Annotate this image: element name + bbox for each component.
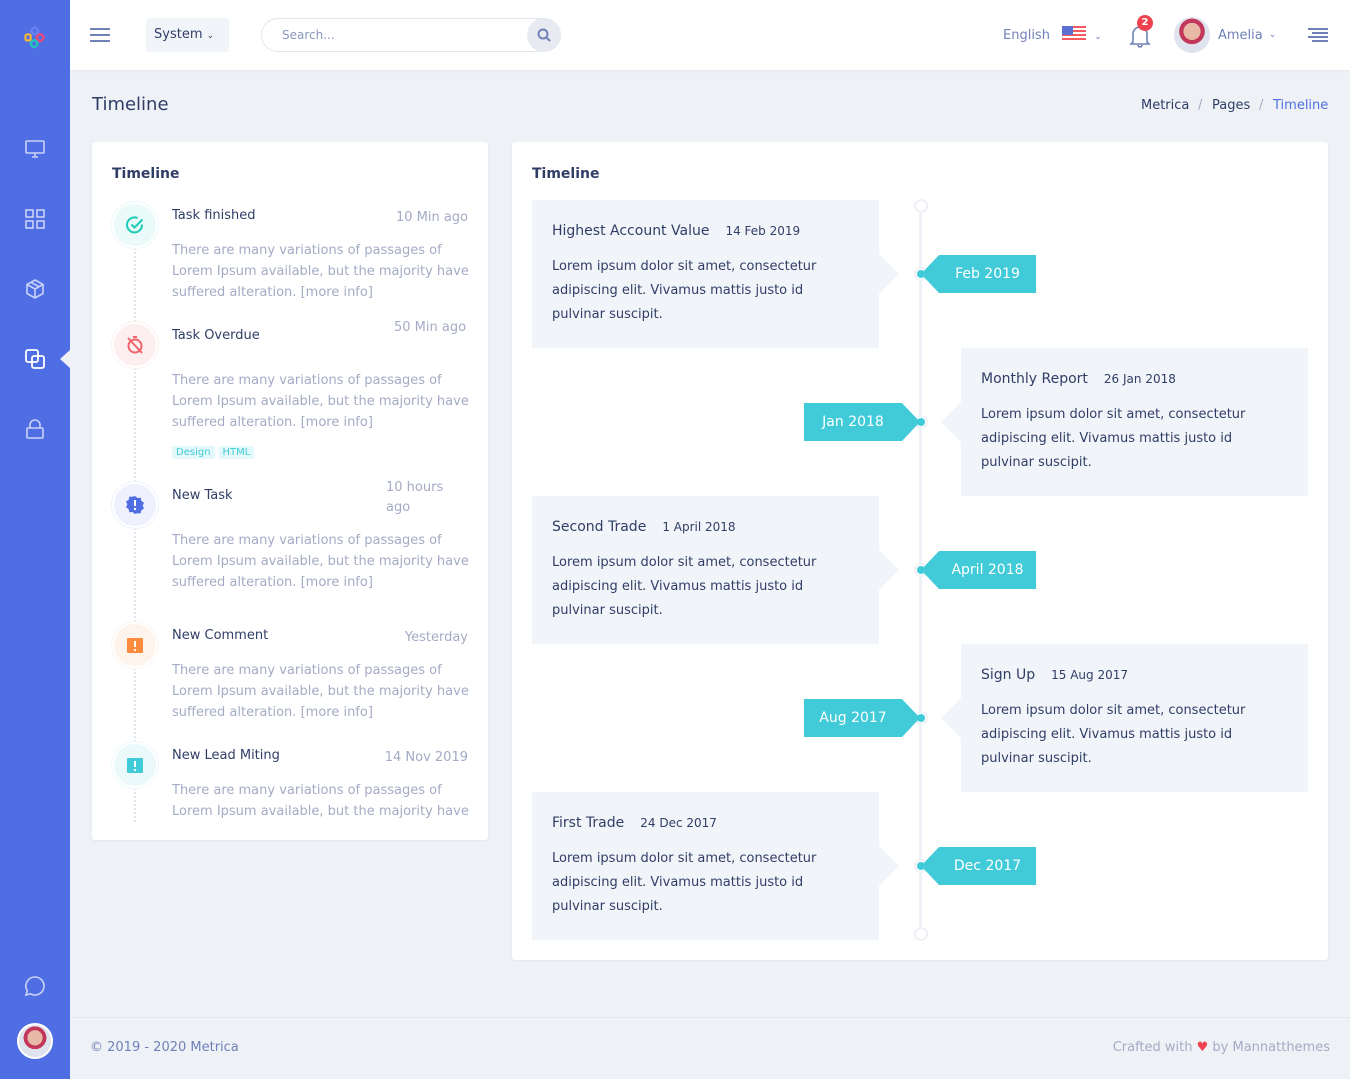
timeline-end-dot xyxy=(914,927,928,941)
timeline-date-badge: Aug 2017 xyxy=(804,699,920,737)
timeline-entry: Sign Up 15 Aug 2017 Lorem ipsum dolor sit… xyxy=(941,644,1308,792)
clipboard-alert-icon xyxy=(112,622,158,668)
timeline-entry: Second Trade 1 April 2018 Lorem ipsum dol… xyxy=(532,496,899,644)
tag-html[interactable]: HTML xyxy=(218,446,255,459)
timeline-entry-title: Sign Up xyxy=(981,667,1036,683)
activity-title: New Task xyxy=(172,488,233,503)
lock-icon[interactable] xyxy=(22,416,48,442)
tag-design[interactable]: Design xyxy=(172,446,215,459)
timeline-entry-text: Lorem ipsum dolor sit amet, consectetur … xyxy=(981,703,1246,766)
notification-badge: 2 xyxy=(1137,15,1153,31)
chat-icon[interactable] xyxy=(22,973,48,999)
metrica-logo-icon[interactable] xyxy=(22,24,48,50)
right-menu-icon[interactable] xyxy=(1308,28,1328,47)
active-indicator xyxy=(60,350,70,368)
package-icon[interactable] xyxy=(22,276,48,302)
activity-text: There are many variations of passages of… xyxy=(172,533,469,590)
author-link[interactable]: by Mannatthemes xyxy=(1212,1040,1330,1055)
breadcrumb-pages[interactable]: Pages xyxy=(1212,98,1251,113)
timeline-date-badge: Jan 2018 xyxy=(804,403,920,441)
search-icon xyxy=(537,28,551,42)
activity-text: There are many variations of passages of… xyxy=(172,663,469,720)
activity-title: New Comment xyxy=(172,628,269,643)
timeline-entry-text: Lorem ipsum dolor sit amet, consectetur … xyxy=(552,555,817,618)
timeline-entry-date: 24 Dec 2017 xyxy=(640,816,717,830)
timer-off-icon xyxy=(112,322,158,368)
crafted-text: Crafted with xyxy=(1112,1040,1193,1055)
notifications-button[interactable]: 2 xyxy=(1129,15,1153,52)
grid-icon[interactable] xyxy=(22,206,48,232)
timeline-entry-date: 26 Jan 2018 xyxy=(1103,372,1176,386)
language-label: English xyxy=(1003,28,1050,43)
search-button[interactable] xyxy=(527,18,561,52)
timeline-entry: Highest Account Value 14 Feb 2019 Lorem i… xyxy=(532,200,899,348)
timeline-entry-date: 15 Aug 2017 xyxy=(1051,668,1128,682)
heart-icon: ♥ xyxy=(1196,1040,1209,1055)
clipboard-alert-icon xyxy=(112,742,158,788)
user-avatar xyxy=(1174,17,1210,53)
timeline-entry-title: First Trade xyxy=(552,815,625,831)
breadcrumb-current: Timeline xyxy=(1273,98,1329,113)
sidebar xyxy=(0,0,70,1079)
timeline-entry-date: 1 April 2018 xyxy=(662,520,736,534)
timeline-entry: Monthly Report 26 Jan 2018 Lorem ipsum do… xyxy=(941,348,1308,496)
more-info-link[interactable]: [more info] xyxy=(300,285,373,300)
activity-time: 50 Min ago xyxy=(394,320,467,335)
copy-icon[interactable] xyxy=(22,346,48,372)
timeline-entry-title: Second Trade xyxy=(552,519,647,535)
copyright: © 2019 - 2020 Metrica xyxy=(90,1040,239,1055)
user-menu[interactable]: Amelia ⌄ xyxy=(1174,17,1276,53)
breadcrumb-separator: / xyxy=(1198,98,1203,113)
check-circle-icon xyxy=(112,202,158,248)
monitor-icon[interactable] xyxy=(22,136,48,162)
timeline-entry: First Trade 24 Dec 2017 Lorem ipsum dolor… xyxy=(532,792,899,940)
chevron-down-icon: ⌄ xyxy=(206,31,215,41)
activity-text: There are many variations of passages of… xyxy=(172,783,469,819)
activity-title: Task finished xyxy=(172,208,256,223)
breadcrumb-separator: / xyxy=(1259,98,1264,113)
timeline-entry-title: Highest Account Value xyxy=(552,223,710,239)
system-dropdown[interactable]: System ⌄ xyxy=(146,18,229,52)
timeline-entry-text: Lorem ipsum dolor sit amet, consectetur … xyxy=(981,407,1246,470)
card-title: Timeline xyxy=(532,166,600,182)
timeline-entry-date: 14 Feb 2019 xyxy=(725,224,801,238)
user-name: Amelia xyxy=(1218,27,1263,43)
timeline-date-badge: Feb 2019 xyxy=(921,255,1036,293)
timeline-date-badge: Dec 2017 xyxy=(921,847,1036,885)
language-selector[interactable]: English ⌄ xyxy=(1003,26,1102,43)
chevron-down-icon: ⌄ xyxy=(1094,32,1102,42)
activity-time: 14 Nov 2019 xyxy=(384,750,468,765)
more-info-link[interactable]: [more info] xyxy=(300,705,373,720)
system-label: System xyxy=(154,27,203,42)
menu-toggle-icon[interactable] xyxy=(90,27,110,47)
timeline-entry-title: Monthly Report xyxy=(981,371,1088,387)
activity-time: 10 hours ago xyxy=(386,480,444,515)
search-placeholder: Search... xyxy=(282,28,335,42)
timeline-entry-text: Lorem ipsum dolor sit amet, consectetur … xyxy=(552,259,817,322)
page-title: Timeline xyxy=(92,94,169,115)
activity-time: 10 Min ago xyxy=(395,210,468,225)
card-title: Timeline xyxy=(112,166,180,182)
activity-card: Timeline Task finished 10 Min ago There … xyxy=(92,142,488,840)
us-flag-icon xyxy=(1062,26,1087,42)
activity-time: Yesterday xyxy=(404,630,468,645)
search-input[interactable]: Search... xyxy=(261,18,561,52)
sidebar-user-avatar[interactable] xyxy=(17,1023,53,1059)
timeline-start-dot xyxy=(914,199,928,213)
chevron-down-icon: ⌄ xyxy=(1268,30,1277,40)
activity-title: Task Overdue xyxy=(172,328,260,343)
timeline-date-badge: April 2018 xyxy=(921,551,1036,589)
activity-text: There are many variations of passages of… xyxy=(172,243,469,300)
timeline-entry-text: Lorem ipsum dolor sit amet, consectetur … xyxy=(552,851,817,914)
breadcrumb-metrica[interactable]: Metrica xyxy=(1141,98,1190,113)
more-info-link[interactable]: [more info] xyxy=(300,575,373,590)
footer: © 2019 - 2020 Metrica Crafted with ♥ by … xyxy=(70,1017,1350,1079)
timeline-card: Timeline Highest Account Value 14 Feb 201… xyxy=(512,142,1328,960)
alert-badge-icon xyxy=(112,482,158,528)
more-info-link[interactable]: [more info] xyxy=(300,415,373,430)
topbar: System ⌄ Search... English ⌄ 2 Amelia ⌄ xyxy=(70,0,1350,70)
activity-text: There are many variations of passages of… xyxy=(172,373,469,430)
activity-title: New Lead Miting xyxy=(172,748,280,763)
